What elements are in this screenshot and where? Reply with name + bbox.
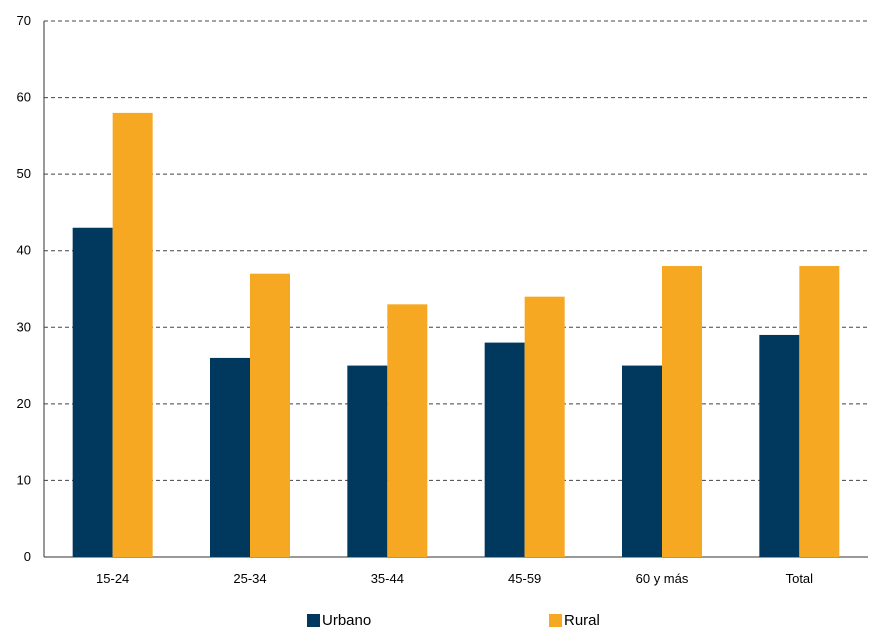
x-tick-label: Total <box>786 571 814 586</box>
bar-urbano-1 <box>210 357 250 557</box>
bar-rural-5 <box>799 266 840 557</box>
bar-rural-3 <box>524 296 565 557</box>
legend-swatch-urbano <box>307 614 320 627</box>
legend-item-urbano: Urbano <box>307 612 371 629</box>
y-tick-label: 30 <box>17 319 31 334</box>
y-tick-label: 50 <box>17 166 31 181</box>
legend-label-rural: Rural <box>564 612 600 629</box>
axes <box>43 21 868 558</box>
y-tick-label: 60 <box>17 90 31 105</box>
y-tick-label: 0 <box>24 549 31 564</box>
legend-swatch-rural <box>549 614 562 627</box>
legend-item-rural: Rural <box>549 612 600 629</box>
y-tick-label: 70 <box>17 13 31 28</box>
x-tick-label: 60 y más <box>636 571 689 586</box>
y-tick-label: 20 <box>17 396 31 411</box>
x-tick-label: 45-59 <box>508 571 541 586</box>
bar-rural-0 <box>112 112 153 557</box>
legend: Urbano Rural <box>0 612 872 632</box>
y-tick-label: 10 <box>17 472 31 487</box>
bar-rural-1 <box>250 273 290 557</box>
grid-lines <box>44 20 868 481</box>
bar-urbano-0 <box>72 227 113 557</box>
x-tick-label: 25-34 <box>233 571 266 586</box>
bars <box>72 112 840 557</box>
bar-rural-2 <box>387 304 428 557</box>
x-tick-label: 15-24 <box>96 571 129 586</box>
bar-urbano-3 <box>484 342 525 557</box>
bar-urbano-5 <box>759 334 800 557</box>
bar-rural-4 <box>662 266 702 557</box>
y-tick-label: 40 <box>17 243 31 258</box>
bar-urbano-2 <box>347 365 388 557</box>
tick-labels: 0 10 20 30 40 50 60 70 15-24 25-34 35-44 45-59 60 y … <box>17 13 814 586</box>
x-tick-label: 35-44 <box>371 571 404 586</box>
legend-label-urbano: Urbano <box>322 612 372 629</box>
bar-chart: 0 10 20 30 40 50 60 70 15-24 25-34 35-44 45-59 60 y … <box>17 13 868 586</box>
bar-urbano-4 <box>622 365 662 557</box>
